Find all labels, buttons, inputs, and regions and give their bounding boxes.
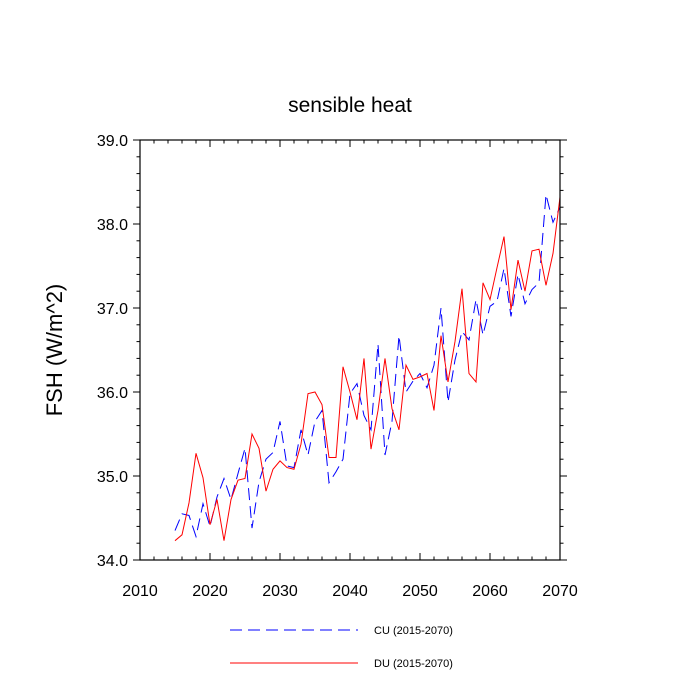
series-group [174,194,561,542]
y-tick-label: 34.0 [97,553,128,570]
chart-title: sensible heat [288,94,412,117]
legend: CU (2015-2070) DU (2015-2070) [230,625,453,670]
plot-frame [139,139,561,561]
x-tick-label: 2070 [542,583,578,600]
series-line-cu [174,194,561,539]
y-tick-label: 38.0 [97,217,128,234]
y-axis-label: FSH (W/m^2) [42,284,67,417]
x-tick-label: 2050 [402,583,438,600]
x-tick-label: 2060 [472,583,508,600]
y-tick-label: 35.0 [97,469,128,486]
y-tick-label: 39.0 [97,133,128,150]
series-line-du [174,197,561,542]
x-tick-label: 2040 [332,583,368,600]
legend-label-du: DU (2015-2070) [374,658,453,670]
y-tick-label: 37.0 [97,301,128,318]
x-tick-label: 2020 [192,583,228,600]
y-tick-label: 36.0 [97,385,128,402]
x-tick-label: 2010 [122,583,158,600]
axis-ticks: 2010 2020 2030 2040 2050 2060 2070 34.0 35.0 36.0… [97,133,578,600]
legend-label-cu: CU (2015-2070) [374,625,453,637]
x-tick-label: 2030 [262,583,298,600]
